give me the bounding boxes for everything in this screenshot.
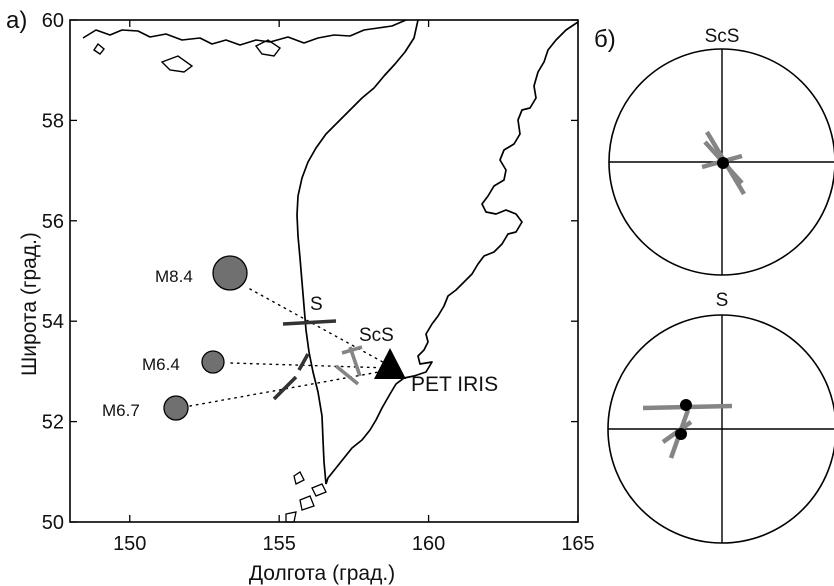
- tick-marks: [70, 19, 579, 523]
- y-tick-label: 58: [42, 110, 64, 132]
- event-m84-label: M8.4: [155, 267, 193, 286]
- x-tick-label: 165: [561, 533, 594, 555]
- map-frame: [69, 19, 579, 523]
- s-bar-m84: [282, 319, 337, 326]
- station-label: PET IRIS: [411, 373, 498, 396]
- y-tick-label: 50: [42, 512, 64, 534]
- event-m67-marker: [163, 395, 189, 421]
- bottom-polar-title: S: [716, 290, 729, 311]
- ray-path-m64: [230, 362, 391, 369]
- s-phase-label: S: [310, 294, 323, 315]
- y-axis-label: Широта (град.): [18, 232, 41, 376]
- kuril-island-2: [299, 495, 315, 511]
- coastline-north-small-2: [160, 55, 194, 73]
- kuril-island-1: [311, 483, 327, 497]
- s-bar-m64: [297, 353, 310, 371]
- kuril-island-4: [285, 511, 297, 523]
- y-tick-label: 60: [42, 10, 64, 32]
- map-panel: а) 150 155 160 165 50 52 54 56 58 60 Долгота (гр…: [6, 7, 595, 585]
- map-scs-bars: [334, 345, 363, 386]
- scs-bar-3: [334, 364, 360, 386]
- ray-paths: [189, 288, 391, 407]
- y-tick-label: 52: [42, 412, 64, 434]
- station-triangle-icon: [374, 348, 406, 379]
- bottom-polar-point-2: [675, 428, 687, 440]
- top-polar-point: [717, 157, 729, 169]
- x-tick-label: 160: [412, 533, 445, 555]
- coastline-north-small-3: [254, 39, 282, 57]
- coastline-north: [82, 19, 407, 46]
- coastline-west: [296, 19, 419, 485]
- bottom-polar-point-1: [680, 399, 692, 411]
- kuril-island-3: [293, 471, 305, 485]
- x-tick-label: 150: [113, 533, 146, 555]
- ray-path-m84: [249, 288, 391, 367]
- polar-panel: б) ScS S: [594, 26, 834, 544]
- y-tick-label: 54: [42, 311, 64, 333]
- y-tick-label: 56: [42, 211, 64, 233]
- x-tick-labels: 150 155 160 165: [113, 533, 595, 555]
- s-bar-m67: [272, 375, 298, 401]
- event-m64-label: M6.4: [142, 355, 180, 374]
- scs-phase-label: ScS: [359, 325, 394, 346]
- event-m84-marker: [212, 255, 248, 291]
- event-m67-label: M6.7: [102, 401, 140, 420]
- event-m64-marker: [201, 350, 225, 374]
- x-tick-label: 155: [262, 533, 295, 555]
- bottom-polar-bars: [642, 403, 733, 459]
- y-tick-labels: 50 52 54 56 58 60: [42, 10, 64, 534]
- top-polar-title: ScS: [705, 26, 740, 47]
- coastline-east: [325, 21, 579, 485]
- panel-a-label: а): [6, 7, 27, 34]
- scs-bar-2: [348, 346, 362, 377]
- coastline-north-small-1: [93, 42, 105, 55]
- x-axis-label: Долгота (град.): [249, 562, 395, 585]
- panel-b-label: б): [594, 26, 616, 53]
- ray-path-m67: [189, 369, 391, 407]
- map-s-bars: [272, 319, 337, 401]
